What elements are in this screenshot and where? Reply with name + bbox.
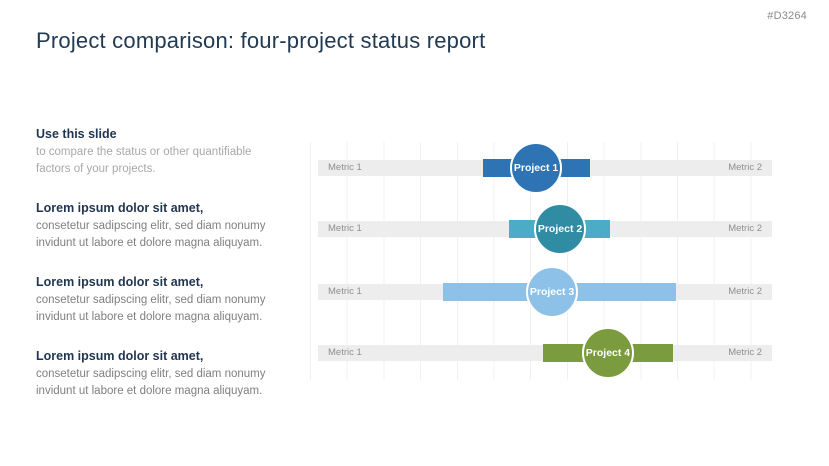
metric-left-label: Metric 1 [328, 223, 362, 234]
text-block-body: consetetur sadipscing elitr, sed diam no… [36, 220, 266, 249]
text-block-heading: Use this slide [36, 127, 117, 141]
metric-right-label: Metric 2 [728, 223, 762, 234]
text-block-intro: Use this slide to compare the status or … [36, 126, 278, 178]
comparison-chart: Metric 1 Metric 2 Project 1 Metric 1 Met… [310, 142, 780, 380]
project-circle-label: Project 3 [529, 286, 575, 298]
project-circle: Project 2 [534, 203, 587, 255]
page-title: Project comparison: four-project status … [36, 28, 486, 53]
text-block-heading: Lorem ipsum dolor sit amet, [36, 275, 204, 289]
product-code: #D3264 [767, 10, 807, 22]
text-column: Use this slide to compare the status or … [36, 126, 278, 422]
metric-right-label: Metric 2 [728, 162, 762, 173]
project-circle-label: Project 4 [585, 347, 631, 359]
text-block-body: consetetur sadipscing elitr, sed diam no… [36, 368, 266, 397]
project-circle-label: Project 1 [513, 162, 559, 174]
project-circle: Project 4 [581, 327, 634, 379]
project-circle-label: Project 2 [537, 223, 583, 235]
text-block: Lorem ipsum dolor sit amet, consetetur s… [36, 348, 278, 400]
project-circle: Project 1 [510, 142, 563, 194]
text-block: Lorem ipsum dolor sit amet, consetetur s… [36, 200, 278, 252]
text-block-body: to compare the status or other quantifia… [36, 146, 252, 175]
text-block-heading: Lorem ipsum dolor sit amet, [36, 201, 204, 215]
metric-right-label: Metric 2 [728, 286, 762, 297]
text-block: Lorem ipsum dolor sit amet, consetetur s… [36, 274, 278, 326]
project-circle: Project 3 [526, 266, 579, 318]
metric-left-label: Metric 1 [328, 162, 362, 173]
metric-left-label: Metric 1 [328, 286, 362, 297]
text-block-heading: Lorem ipsum dolor sit amet, [36, 349, 204, 363]
text-block-body: consetetur sadipscing elitr, sed diam no… [36, 294, 266, 323]
metric-right-label: Metric 2 [728, 347, 762, 358]
metric-left-label: Metric 1 [328, 347, 362, 358]
